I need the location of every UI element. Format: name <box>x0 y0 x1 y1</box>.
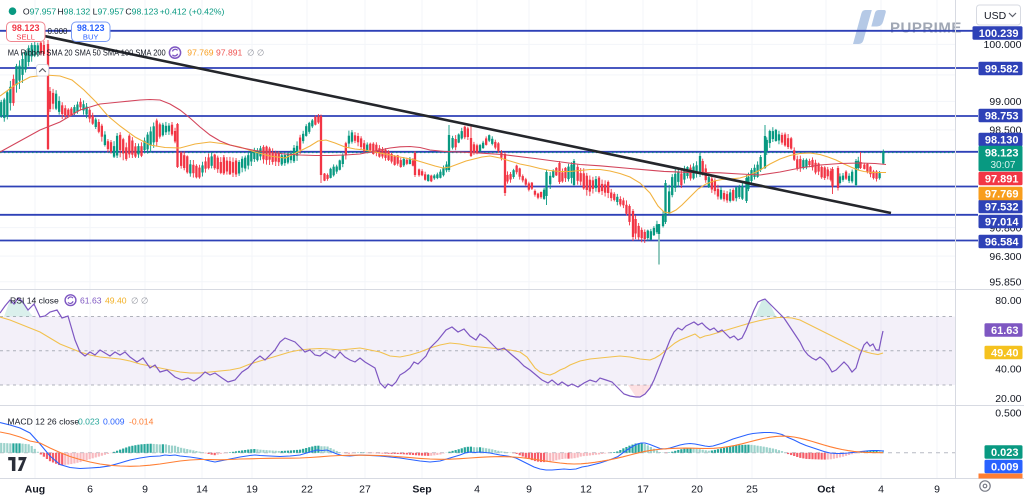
svg-text:97.532: 97.532 <box>985 201 1019 213</box>
svg-text:MA Ribbon SMA 20 SMA 50 SMA 10: MA Ribbon SMA 20 SMA 50 SMA 100 SMA 200 <box>8 49 167 58</box>
svg-text:96.584: 96.584 <box>985 236 1020 248</box>
svg-text:RSI 14 close: RSI 14 close <box>10 295 59 305</box>
svg-text:17: 17 <box>637 484 649 496</box>
svg-text:∅ ∅: ∅ ∅ <box>131 295 149 305</box>
svg-text:PUPRIME: PUPRIME <box>890 20 962 37</box>
svg-text:BUY: BUY <box>83 32 99 41</box>
svg-text:61.63: 61.63 <box>991 325 1019 337</box>
svg-text:0.500: 0.500 <box>995 407 1021 419</box>
svg-text:40.00: 40.00 <box>995 363 1021 375</box>
svg-text:0.023: 0.023 <box>78 417 100 427</box>
svg-text:100.239: 100.239 <box>979 28 1019 40</box>
svg-text:98.123: 98.123 <box>985 148 1019 160</box>
svg-text:49.40: 49.40 <box>991 347 1019 359</box>
svg-text:14: 14 <box>196 484 208 496</box>
svg-text:9: 9 <box>142 484 148 496</box>
svg-text:-0.014: -0.014 <box>129 417 154 427</box>
svg-text:0.009: 0.009 <box>103 417 125 427</box>
svg-text:97.769: 97.769 <box>985 188 1019 200</box>
svg-text:0.009: 0.009 <box>991 461 1019 473</box>
svg-text:49.40: 49.40 <box>105 295 127 305</box>
svg-text:6: 6 <box>87 484 93 496</box>
svg-text:∅ ∅: ∅ ∅ <box>247 48 265 58</box>
svg-text:12: 12 <box>580 484 592 496</box>
svg-text:61.63: 61.63 <box>80 295 102 305</box>
svg-text:Aug: Aug <box>25 484 45 496</box>
svg-text:97.891: 97.891 <box>216 48 243 58</box>
svg-text:20.00: 20.00 <box>995 393 1021 405</box>
svg-text:97.014: 97.014 <box>985 216 1020 228</box>
svg-text:9: 9 <box>934 484 940 496</box>
svg-text:30:07: 30:07 <box>990 160 1015 171</box>
svg-text:98.753: 98.753 <box>985 110 1019 122</box>
svg-text:SELL: SELL <box>16 32 35 41</box>
svg-text:98.130: 98.130 <box>985 134 1019 146</box>
svg-text:0.000: 0.000 <box>47 27 68 36</box>
svg-text:4: 4 <box>474 484 480 496</box>
svg-text:22: 22 <box>301 484 313 496</box>
svg-text:97.769: 97.769 <box>187 48 214 58</box>
svg-text:USD: USD <box>984 10 1007 22</box>
svg-text:95.850: 95.850 <box>989 277 1021 289</box>
svg-text:4: 4 <box>878 484 884 496</box>
svg-text:97.891: 97.891 <box>985 173 1019 185</box>
svg-text:20: 20 <box>691 484 703 496</box>
svg-text:Sep: Sep <box>412 484 431 496</box>
svg-text:9: 9 <box>526 484 532 496</box>
svg-text:MACD 12 26 close: MACD 12 26 close <box>8 417 80 427</box>
svg-text:Oct: Oct <box>817 484 835 496</box>
svg-text:100.000: 100.000 <box>984 39 1022 51</box>
svg-text:80.00: 80.00 <box>995 295 1021 307</box>
svg-text:19: 19 <box>246 484 258 496</box>
svg-text:96.300: 96.300 <box>989 251 1021 263</box>
svg-text:99.000: 99.000 <box>989 96 1021 108</box>
svg-text:25: 25 <box>746 484 758 496</box>
svg-text:99.582: 99.582 <box>985 63 1019 75</box>
svg-text:27: 27 <box>359 484 371 496</box>
svg-text:0.023: 0.023 <box>991 447 1019 459</box>
